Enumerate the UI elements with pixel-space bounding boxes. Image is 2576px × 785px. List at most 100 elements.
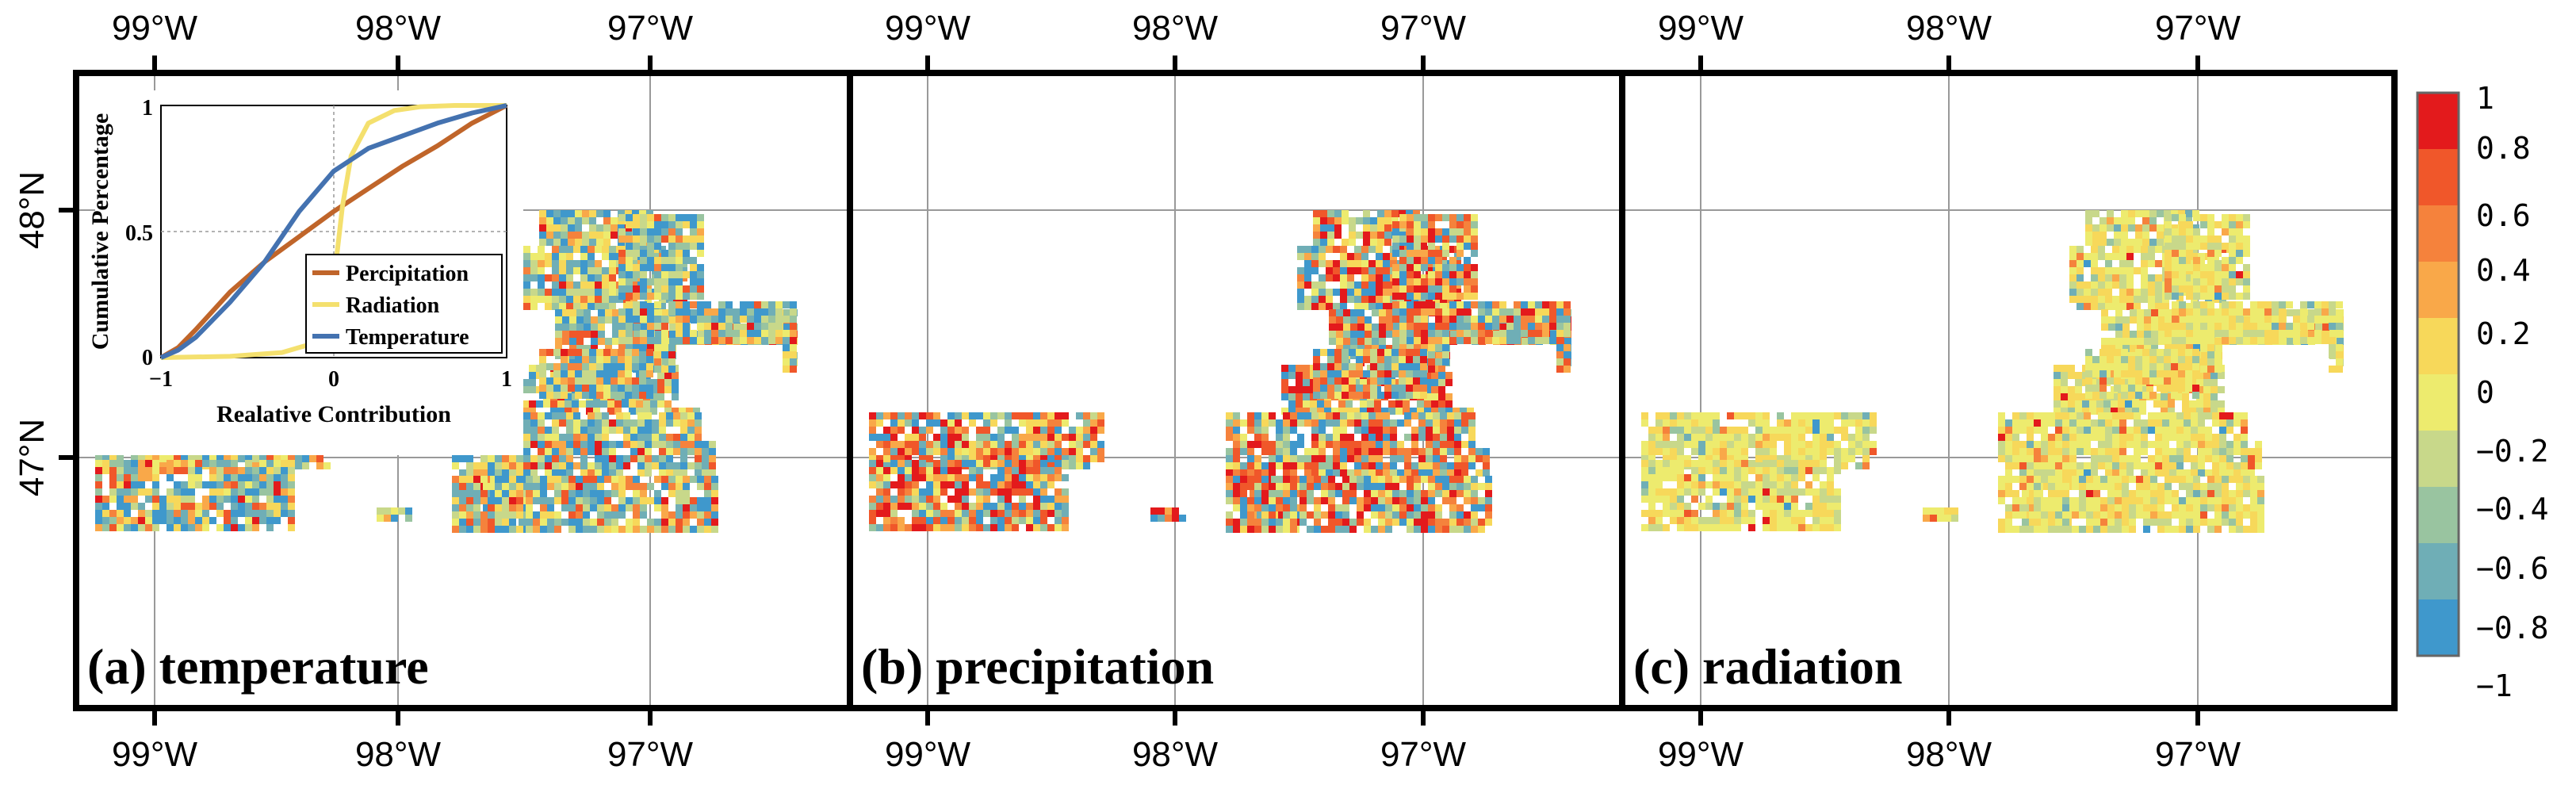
raster-cell bbox=[181, 503, 188, 510]
raster-cell bbox=[2076, 260, 2084, 267]
raster-cell bbox=[2082, 408, 2089, 415]
raster-cell bbox=[1383, 462, 1390, 469]
raster-cell bbox=[2061, 372, 2068, 379]
raster-cell bbox=[1414, 476, 1421, 483]
raster-cell bbox=[633, 490, 640, 497]
raster-cell bbox=[2091, 419, 2098, 427]
raster-cell bbox=[1445, 400, 1453, 408]
raster-cell bbox=[1390, 441, 1397, 448]
raster-cell bbox=[1303, 400, 1310, 408]
raster-cell bbox=[1319, 434, 1326, 441]
raster-cell bbox=[580, 448, 588, 455]
raster-cell bbox=[1407, 271, 1414, 278]
raster-cell bbox=[1288, 408, 1296, 415]
raster-cell bbox=[553, 217, 561, 224]
raster-cell bbox=[618, 344, 626, 351]
raster-cell bbox=[1442, 285, 1449, 293]
raster-cell bbox=[2061, 365, 2068, 372]
raster-cell bbox=[1097, 455, 1104, 462]
raster-cell bbox=[1426, 455, 1433, 462]
raster-cell bbox=[1384, 349, 1391, 356]
raster-cell bbox=[2196, 408, 2203, 415]
raster-cell bbox=[1407, 243, 1414, 250]
raster-cell bbox=[1542, 316, 1549, 323]
raster-cell bbox=[1418, 412, 1426, 419]
raster-cell bbox=[625, 349, 632, 356]
raster-cell bbox=[488, 526, 495, 533]
raster-cell bbox=[488, 455, 495, 462]
raster-cell bbox=[686, 408, 693, 415]
raster-cell bbox=[1340, 260, 1347, 267]
raster-cell bbox=[1342, 511, 1349, 519]
raster-cell bbox=[539, 224, 546, 232]
raster-cell bbox=[1406, 363, 1413, 370]
raster-cell bbox=[1426, 427, 1433, 434]
raster-cell bbox=[2191, 427, 2198, 434]
raster-cell bbox=[545, 303, 552, 310]
raster-cell bbox=[1471, 236, 1478, 243]
raster-cell bbox=[591, 345, 598, 352]
raster-cell bbox=[1542, 301, 1549, 308]
raster-cell bbox=[1290, 412, 1297, 419]
raster-cell bbox=[1327, 349, 1334, 356]
raster-cell bbox=[580, 296, 588, 303]
raster-cell bbox=[1370, 224, 1377, 232]
raster-cell bbox=[1414, 285, 1421, 293]
raster-cell bbox=[1321, 476, 1328, 483]
raster-cell bbox=[167, 517, 174, 524]
raster-cell bbox=[2142, 232, 2149, 239]
raster-cell bbox=[546, 349, 553, 356]
raster-cell bbox=[559, 412, 566, 419]
raster-cell bbox=[568, 476, 576, 483]
raster-cell bbox=[2062, 419, 2069, 427]
raster-cell bbox=[661, 476, 668, 483]
raster-cell bbox=[623, 434, 630, 441]
raster-cell bbox=[626, 337, 633, 344]
raster-cell bbox=[2105, 419, 2112, 427]
raster-cell bbox=[1442, 228, 1449, 236]
raster-cell bbox=[566, 462, 573, 469]
raster-cell bbox=[2091, 253, 2098, 260]
raster-cell bbox=[1433, 246, 1440, 253]
raster-cell bbox=[976, 488, 983, 496]
raster-cell bbox=[672, 379, 679, 386]
raster-cell bbox=[1399, 221, 1407, 228]
raster-cell bbox=[1313, 385, 1320, 392]
raster-cell bbox=[195, 474, 202, 481]
raster-cell bbox=[1435, 214, 1442, 221]
raster-cell bbox=[1005, 524, 1012, 531]
raster-cell bbox=[266, 488, 274, 496]
raster-cell bbox=[1528, 316, 1535, 323]
raster-cell bbox=[640, 257, 647, 264]
raster-cell bbox=[673, 434, 680, 441]
raster-cell bbox=[654, 366, 661, 373]
raster-cell bbox=[2054, 400, 2061, 408]
raster-cell bbox=[933, 460, 940, 467]
raster-cell bbox=[1433, 462, 1440, 469]
raster-cell bbox=[695, 419, 702, 427]
raster-cell bbox=[630, 434, 637, 441]
raster-cell bbox=[1269, 455, 1276, 462]
raster-cell bbox=[1307, 476, 1314, 483]
raster-cell bbox=[623, 462, 630, 469]
raster-cell bbox=[480, 490, 488, 497]
raster-cell bbox=[661, 316, 668, 323]
raster-cell bbox=[1388, 408, 1395, 415]
raster-cell bbox=[1414, 316, 1421, 323]
raster-cell bbox=[167, 455, 174, 462]
raster-cell bbox=[659, 427, 666, 434]
raster-cell bbox=[2068, 365, 2075, 372]
raster-cell bbox=[1329, 338, 1336, 345]
raster-cell bbox=[590, 483, 597, 490]
raster-cell bbox=[590, 519, 597, 526]
raster-cell bbox=[1368, 412, 1376, 419]
raster-cell bbox=[1471, 519, 1478, 526]
raster-cell bbox=[1047, 427, 1055, 434]
raster-cell bbox=[683, 476, 690, 483]
raster-cell bbox=[1283, 490, 1290, 497]
raster-cell bbox=[1055, 460, 1062, 467]
raster-cell bbox=[1240, 483, 1247, 490]
raster-cell bbox=[1440, 455, 1447, 462]
raster-cell bbox=[152, 488, 159, 496]
raster-cell bbox=[1335, 526, 1342, 533]
